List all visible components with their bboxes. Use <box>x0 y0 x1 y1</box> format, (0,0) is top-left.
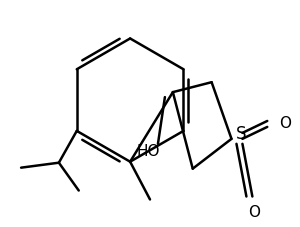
Text: S: S <box>236 125 247 143</box>
Text: O: O <box>279 116 291 131</box>
Text: O: O <box>248 205 260 220</box>
Text: HO: HO <box>136 144 160 159</box>
